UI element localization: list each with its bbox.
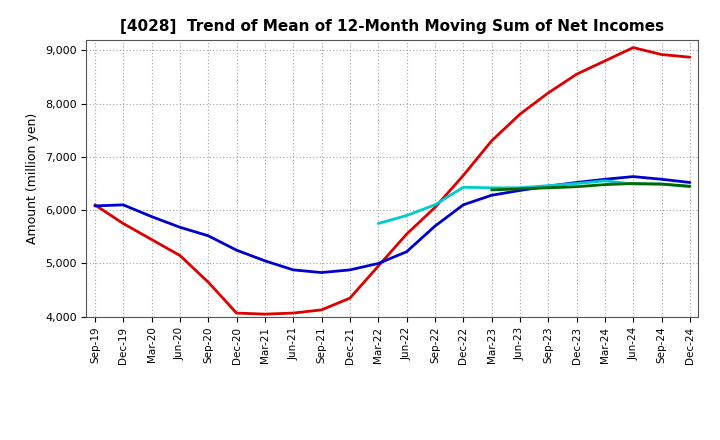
7 Years: [487, 185, 496, 191]
10 Years: [657, 181, 666, 187]
10 Years: [544, 185, 552, 191]
7 Years: [402, 213, 411, 218]
5 Years: [289, 267, 297, 272]
10 Years: [572, 184, 581, 189]
5 Years: [431, 224, 439, 229]
Y-axis label: Amount (million yen): Amount (million yen): [27, 113, 40, 244]
3 Years: [544, 90, 552, 95]
5 Years: [657, 176, 666, 182]
7 Years: [572, 181, 581, 186]
3 Years: [346, 296, 354, 301]
Line: 10 Years: 10 Years: [492, 183, 690, 190]
7 Years: [459, 185, 467, 190]
5 Years: [374, 261, 382, 266]
Title: [4028]  Trend of Mean of 12-Month Moving Sum of Net Incomes: [4028] Trend of Mean of 12-Month Moving …: [120, 19, 665, 34]
Line: 5 Years: 5 Years: [95, 176, 690, 272]
5 Years: [148, 214, 156, 219]
7 Years: [544, 183, 552, 188]
5 Years: [318, 270, 326, 275]
3 Years: [600, 58, 609, 63]
3 Years: [402, 231, 411, 237]
10 Years: [600, 182, 609, 187]
3 Years: [374, 264, 382, 269]
7 Years: [685, 184, 694, 189]
5 Years: [176, 224, 184, 230]
3 Years: [204, 279, 212, 285]
7 Years: [374, 221, 382, 226]
5 Years: [629, 174, 637, 179]
3 Years: [318, 307, 326, 312]
5 Years: [487, 193, 496, 198]
3 Years: [119, 221, 127, 226]
10 Years: [629, 181, 637, 186]
3 Years: [233, 311, 241, 316]
3 Years: [176, 253, 184, 258]
3 Years: [261, 312, 269, 317]
3 Years: [431, 205, 439, 210]
3 Years: [685, 55, 694, 60]
10 Years: [685, 183, 694, 189]
7 Years: [629, 181, 637, 187]
5 Years: [204, 233, 212, 238]
7 Years: [600, 178, 609, 183]
5 Years: [119, 202, 127, 208]
5 Years: [685, 180, 694, 185]
5 Years: [459, 202, 467, 208]
5 Years: [233, 248, 241, 253]
Line: 3 Years: 3 Years: [95, 48, 690, 314]
3 Years: [487, 138, 496, 143]
5 Years: [402, 249, 411, 254]
3 Years: [629, 45, 637, 50]
5 Years: [544, 183, 552, 189]
7 Years: [431, 202, 439, 208]
5 Years: [600, 176, 609, 182]
5 Years: [346, 267, 354, 272]
Line: 7 Years: 7 Years: [378, 181, 690, 224]
7 Years: [516, 185, 524, 191]
3 Years: [459, 173, 467, 178]
3 Years: [657, 52, 666, 57]
5 Years: [572, 180, 581, 185]
10 Years: [487, 187, 496, 193]
5 Years: [516, 188, 524, 193]
3 Years: [572, 72, 581, 77]
3 Years: [148, 237, 156, 242]
3 Years: [289, 311, 297, 316]
5 Years: [91, 203, 99, 209]
3 Years: [91, 202, 99, 208]
10 Years: [516, 186, 524, 191]
5 Years: [261, 258, 269, 264]
7 Years: [657, 181, 666, 187]
3 Years: [516, 112, 524, 117]
